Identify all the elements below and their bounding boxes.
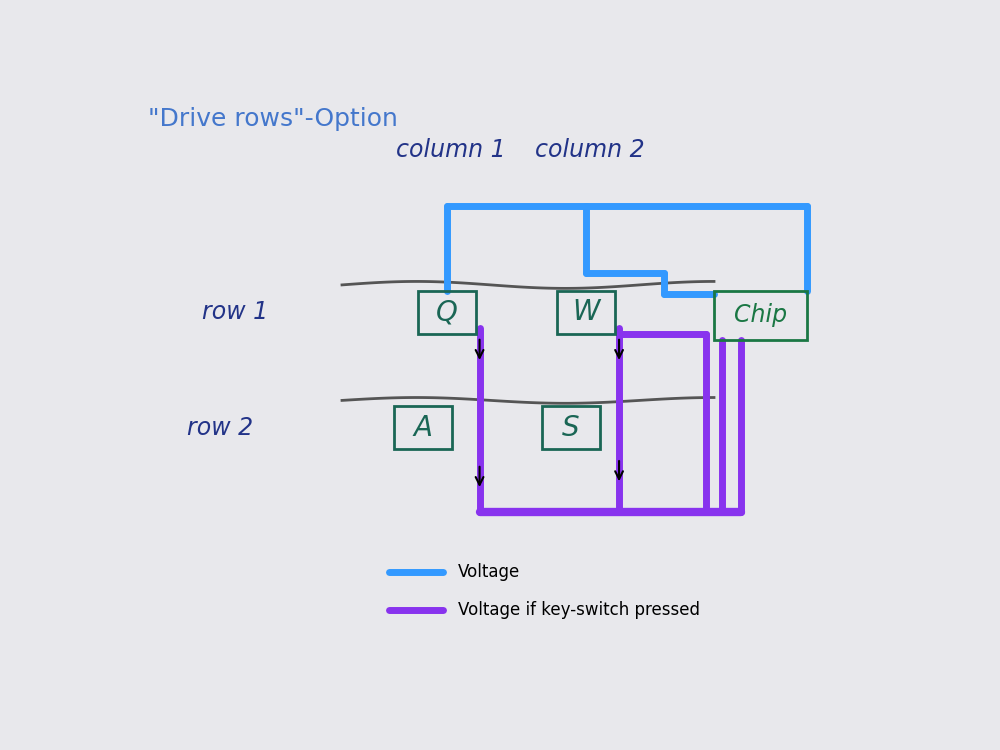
Text: row 2: row 2 xyxy=(187,416,253,440)
Text: Voltage: Voltage xyxy=(458,563,520,581)
Text: column 2: column 2 xyxy=(535,138,645,162)
Bar xyxy=(418,291,476,334)
Text: Q: Q xyxy=(436,298,458,326)
Text: Chip: Chip xyxy=(734,303,787,327)
Bar xyxy=(394,406,452,449)
Bar xyxy=(542,406,600,449)
Text: S: S xyxy=(562,414,579,442)
Text: column 1: column 1 xyxy=(396,138,505,162)
Bar xyxy=(557,291,615,334)
Text: Voltage if key-switch pressed: Voltage if key-switch pressed xyxy=(458,601,700,619)
Bar xyxy=(714,291,807,340)
Text: row 1: row 1 xyxy=(202,300,269,324)
Text: W: W xyxy=(572,298,600,326)
Text: A: A xyxy=(414,414,433,442)
Text: "Drive rows"-Option: "Drive rows"-Option xyxy=(148,107,398,131)
